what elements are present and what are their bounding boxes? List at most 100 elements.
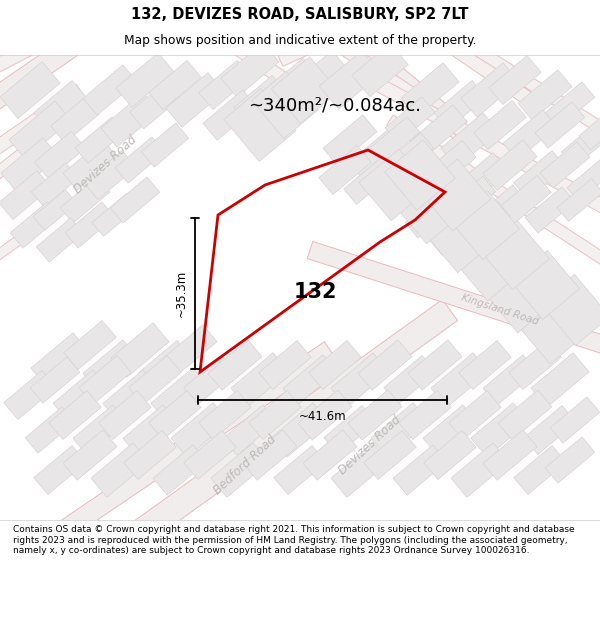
Polygon shape — [386, 133, 434, 177]
Polygon shape — [451, 152, 509, 208]
Polygon shape — [224, 89, 296, 161]
Polygon shape — [84, 151, 136, 199]
Polygon shape — [153, 445, 207, 495]
Polygon shape — [92, 194, 138, 236]
Text: Kingsland Road: Kingsland Road — [460, 292, 540, 328]
Polygon shape — [319, 51, 381, 109]
Polygon shape — [0, 135, 44, 215]
Polygon shape — [249, 391, 301, 439]
Polygon shape — [166, 0, 424, 106]
Polygon shape — [49, 391, 101, 439]
Polygon shape — [408, 340, 462, 390]
Polygon shape — [557, 179, 600, 221]
Text: ~41.6m: ~41.6m — [299, 409, 346, 422]
Polygon shape — [512, 286, 589, 364]
Polygon shape — [211, 442, 269, 498]
Polygon shape — [298, 390, 352, 440]
Polygon shape — [545, 82, 595, 128]
Polygon shape — [103, 370, 157, 420]
Polygon shape — [461, 62, 519, 118]
Polygon shape — [75, 117, 125, 163]
Polygon shape — [524, 406, 576, 454]
Polygon shape — [303, 430, 357, 480]
Polygon shape — [37, 218, 83, 262]
Polygon shape — [514, 446, 566, 494]
Polygon shape — [454, 229, 526, 301]
Polygon shape — [0, 0, 246, 139]
Polygon shape — [163, 325, 217, 375]
Text: Devizes Road: Devizes Road — [71, 134, 139, 196]
Text: 132: 132 — [293, 282, 337, 302]
Polygon shape — [31, 332, 89, 388]
Polygon shape — [63, 430, 117, 480]
Polygon shape — [489, 56, 541, 104]
Polygon shape — [451, 191, 520, 259]
Polygon shape — [99, 391, 151, 439]
Polygon shape — [4, 371, 56, 419]
Polygon shape — [294, 51, 346, 99]
Polygon shape — [509, 341, 561, 389]
Polygon shape — [199, 391, 251, 439]
Polygon shape — [259, 341, 311, 389]
Polygon shape — [424, 431, 476, 479]
Polygon shape — [344, 156, 397, 204]
Polygon shape — [451, 442, 509, 498]
Polygon shape — [0, 171, 51, 219]
Polygon shape — [64, 321, 116, 369]
Polygon shape — [101, 92, 159, 148]
Polygon shape — [35, 131, 85, 179]
Polygon shape — [115, 137, 165, 183]
Polygon shape — [324, 406, 376, 454]
Polygon shape — [482, 258, 557, 332]
Polygon shape — [499, 176, 551, 224]
Polygon shape — [283, 355, 337, 405]
Polygon shape — [25, 407, 75, 453]
Polygon shape — [213, 0, 467, 139]
Polygon shape — [142, 123, 188, 167]
Polygon shape — [271, 402, 329, 458]
Polygon shape — [399, 391, 451, 439]
Text: Devizes Road: Devizes Road — [337, 413, 404, 477]
Polygon shape — [0, 62, 60, 118]
Polygon shape — [63, 140, 117, 190]
Polygon shape — [431, 352, 489, 408]
Polygon shape — [60, 177, 110, 223]
Polygon shape — [139, 341, 191, 389]
Polygon shape — [274, 446, 326, 494]
Polygon shape — [540, 142, 590, 188]
Polygon shape — [359, 149, 431, 221]
Polygon shape — [387, 115, 600, 275]
Polygon shape — [525, 187, 575, 233]
Polygon shape — [129, 356, 181, 404]
Polygon shape — [579, 110, 600, 150]
Polygon shape — [149, 391, 201, 439]
Polygon shape — [0, 206, 63, 294]
Polygon shape — [9, 101, 71, 159]
Text: 132, DEVIZES ROAD, SALISBURY, SP2 7LT: 132, DEVIZES ROAD, SALISBURY, SP2 7LT — [131, 8, 469, 22]
Polygon shape — [385, 140, 455, 210]
Text: Map shows position and indicative extent of the property.: Map shows position and indicative extent… — [124, 34, 476, 47]
Polygon shape — [422, 198, 497, 272]
Polygon shape — [498, 390, 552, 440]
Polygon shape — [243, 430, 297, 480]
Polygon shape — [56, 0, 304, 96]
Polygon shape — [221, 42, 279, 98]
Polygon shape — [31, 163, 79, 207]
Polygon shape — [10, 202, 60, 248]
Polygon shape — [319, 146, 371, 194]
Polygon shape — [34, 446, 86, 494]
Polygon shape — [171, 402, 229, 458]
Polygon shape — [199, 61, 251, 109]
Polygon shape — [83, 65, 137, 115]
Polygon shape — [122, 299, 458, 551]
Polygon shape — [44, 342, 335, 548]
Polygon shape — [562, 123, 600, 167]
Polygon shape — [348, 390, 402, 440]
Polygon shape — [371, 402, 429, 458]
Polygon shape — [79, 356, 131, 404]
Polygon shape — [385, 97, 435, 143]
Polygon shape — [53, 370, 107, 420]
Polygon shape — [413, 105, 467, 155]
Polygon shape — [184, 431, 236, 479]
Polygon shape — [514, 151, 566, 199]
